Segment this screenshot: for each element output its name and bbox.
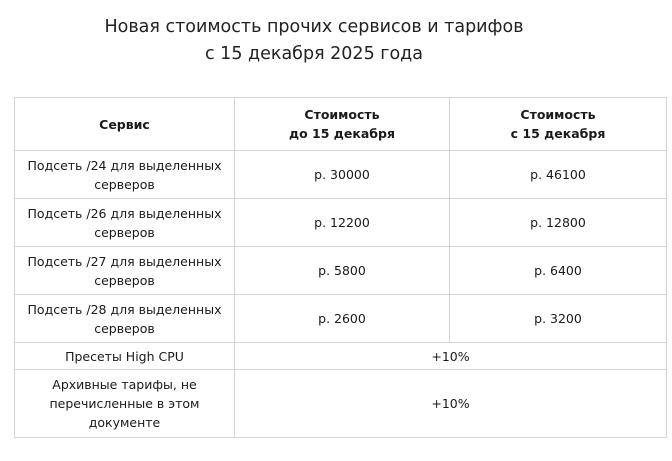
price-before-cell: р. 30000 (234, 150, 450, 199)
table-row: Подсеть /28 для выделенных серверов р. 2… (14, 294, 667, 343)
price-after-cell: р. 46100 (449, 150, 667, 199)
price-before-cell: р. 12200 (234, 198, 450, 247)
service-cell: Подсеть /26 для выделенных серверов (14, 198, 235, 247)
price-before-cell: р. 5800 (234, 246, 450, 295)
service-cell: Подсеть /24 для выделенных серверов (14, 150, 235, 199)
service-cell: Подсеть /28 для выделенных серверов (14, 294, 235, 343)
table-row: Подсеть /26 для выделенных серверов р. 1… (14, 198, 667, 247)
table-header-row: Сервис Стоимость до 15 декабря Стоимость… (14, 97, 667, 151)
service-cell: Подсеть /27 для выделенных серверов (14, 246, 235, 295)
header-service: Сервис (14, 97, 235, 151)
title-line-2: с 15 декабря 2025 года (205, 44, 423, 64)
price-change-cell: +10% (234, 369, 667, 438)
pricing-table: Сервис Стоимость до 15 декабря Стоимость… (14, 97, 667, 438)
price-after-cell: р. 3200 (449, 294, 667, 343)
header-price-after: Стоимость с 15 декабря (449, 97, 667, 151)
page-title: Новая стоимость прочих сервисов и тарифо… (0, 14, 628, 68)
price-change-cell: +10% (234, 342, 667, 370)
header-price-before: Стоимость до 15 декабря (234, 97, 450, 151)
table-row: Подсеть /24 для выделенных серверов р. 3… (14, 150, 667, 199)
price-after-cell: р. 6400 (449, 246, 667, 295)
title-line-1: Новая стоимость прочих сервисов и тарифо… (104, 17, 524, 37)
price-after-cell: р. 12800 (449, 198, 667, 247)
table-row: Подсеть /27 для выделенных серверов р. 5… (14, 246, 667, 295)
table-row: Пресеты High CPU +10% (14, 342, 667, 370)
price-before-cell: р. 2600 (234, 294, 450, 343)
table-row: Архивные тарифы, не перечисленные в этом… (14, 369, 667, 438)
service-cell: Пресеты High CPU (14, 342, 235, 370)
service-cell: Архивные тарифы, не перечисленные в этом… (14, 369, 235, 438)
